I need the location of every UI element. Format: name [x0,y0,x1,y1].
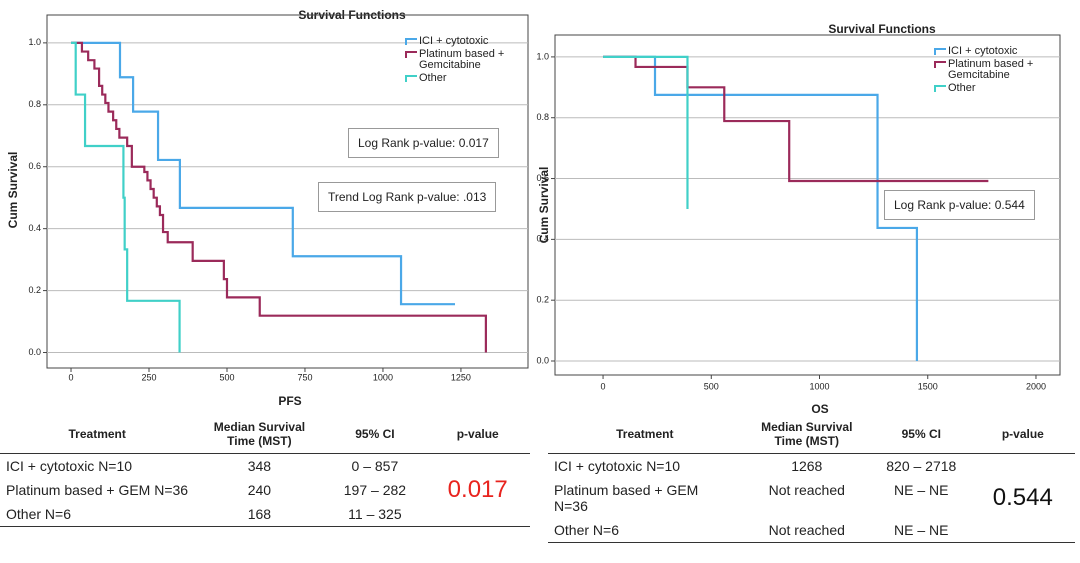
chart-title: Survival Functions [828,22,936,36]
y-tick-label: 0.4 [536,234,549,244]
legend-item: ICI + cytotoxic [934,46,1058,57]
cell: Other N=6 [0,502,195,527]
x-tick-label: 500 [219,372,234,382]
cell: 168 [194,502,325,527]
y-tick-label: 0.8 [28,99,41,109]
x-tick-label: 500 [704,381,719,391]
survival-curve [71,41,181,353]
charts: Survival Functions Cum Survival PFS 0.0 0.2 0… [6,8,1061,415]
legend-item: Platinum based + Gemcitabine [934,59,1058,81]
header-row: Treatment Median Survival Time (MST) 95% C… [548,415,1075,454]
y-tick-label: 0.6 [28,161,41,171]
survival-curve [603,55,989,183]
legend-swatch [934,61,946,68]
cell: NE – NE [871,518,971,543]
cell: NE – NE [894,482,949,498]
legend: ICI + cytotoxic Platinum based + Gemcitab… [405,36,529,86]
x-tick-label: 750 [297,372,312,382]
header-cell: 95% CI [871,415,971,454]
y-tick-label: 0.2 [536,295,549,305]
annotation: Trend Log Rank p-value: .013 [318,182,497,212]
p-value: 0.017 [425,453,530,527]
row: Other N=6 168 11 – 325 [0,502,530,527]
cell: ICI + cytotoxic N=10 [6,458,133,474]
cell: Platinum based + GEM N=36 [554,482,699,514]
legend-item: Other [405,73,529,84]
legend-item: ICI + cytotoxic [405,36,529,47]
y-tick-label: 0.0 [28,347,41,357]
annotation: Log Rank p-value: 0.017 [348,128,499,158]
y-tick-label: 0.2 [28,285,41,295]
cell: Other N=6 [548,518,742,543]
y-axis-label: Cum Survival [6,152,20,229]
legend-item: Platinum based + Gemcitabine [405,49,529,71]
table: Treatment Median Survival Time (MST) 95% C… [548,415,1075,543]
p-value: 0.544 [970,453,1075,543]
header-cell: Treatment [0,415,195,454]
x-axis-label: PFS [278,394,301,408]
legend-item: Other [934,83,1058,94]
annotation: Log Rank p-value: 0.544 [884,190,1035,220]
y-tick-label: 0.8 [536,112,549,122]
survival-curve [71,41,487,353]
cell: 0 – 857 [351,458,399,474]
table: Treatment Median Survival Time (MST) 95% C… [0,415,530,527]
cell: ICI + cytotoxic N=10 [554,458,681,474]
cell: 820 – 2718 [886,458,957,474]
cell: 197 – 282 [343,482,407,498]
legend-label: Platinum based + Gemcitabine [948,58,1034,81]
y-tick-label: 0.0 [536,355,549,365]
legend-label: ICI + cytotoxic [419,35,489,47]
survival-curve [71,41,456,306]
legend-label: Other [419,72,447,84]
x-tick-label: 1500 [918,381,938,391]
legend-swatch [934,85,946,92]
legend-swatch [405,38,417,45]
legend-swatch [934,48,946,55]
x-tick-label: 1250 [451,372,471,382]
plot-frame [554,34,1061,376]
cell: Not reached [741,518,872,543]
y-axis-label: Cum Survival [537,167,551,244]
cell: Not reached [768,482,845,498]
x-tick-label: 2000 [1026,381,1046,391]
header-cell: p-value [970,415,1075,454]
legend-label: Other [948,82,976,94]
y-tick-label: 1.0 [536,51,549,61]
y-tick-label: 0.4 [28,223,41,233]
cell: 240 [247,482,272,498]
x-axis-label: OS [811,402,828,415]
legend-swatch [405,75,417,82]
row: ICI + cytotoxic N=10 348 0 – 857 0.017 [0,453,530,527]
legend-swatch [405,51,417,58]
x-tick-label: 1000 [373,372,393,382]
row: Platinum based + GEM N=36 Not reached NE –… [548,478,1075,518]
cell: Platinum based + GEM N=36 [6,482,189,498]
header-row: Treatment Median Survival Time (MST) 95% C… [0,415,530,454]
x-tick-label: 1000 [809,381,829,391]
cell: 1268 [791,458,823,474]
header-cell: 95% CI [324,415,426,454]
y-tick-label: 0.6 [536,173,549,183]
row: Other N=6 Not reached NE – NE [548,518,1075,543]
row: ICI + cytotoxic N=10 1268 820 – 2718 0.544 [548,453,1075,543]
legend-label: ICI + cytotoxic [948,45,1018,57]
x-tick-label: 250 [141,372,156,382]
survival-curve [603,55,919,362]
header-cell: p-value [425,415,530,454]
x-tick-label: 0 [69,372,74,382]
y-tick-label: 1.0 [28,37,41,47]
header-cell: Median Survival Time (MST) [194,415,325,454]
cell: 348 [247,458,272,474]
x-tick-label: 0 [601,381,606,391]
plot-frame [46,14,529,369]
survival-curve [603,55,689,209]
legend-label: Platinum based + Gemcitabine [419,48,505,71]
cell: 11 – 325 [324,502,426,527]
row: Platinum based + GEM N=36 240 197 – 282 [0,478,530,502]
legend: ICI + cytotoxic Platinum based + Gemcitab… [934,46,1058,96]
header-cell: Median Survival Time (MST) [741,415,872,454]
header-cell: Treatment [548,415,742,454]
